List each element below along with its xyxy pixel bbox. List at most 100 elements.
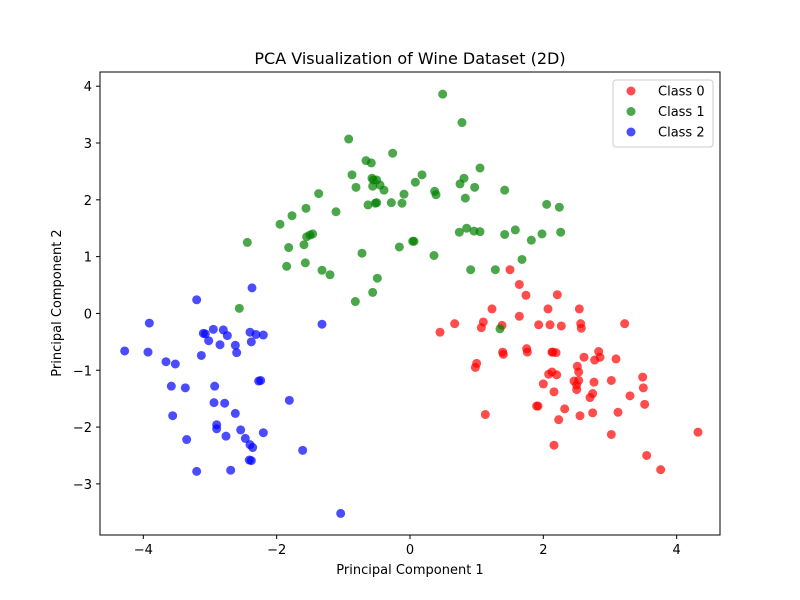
data-point-class-1	[394, 242, 404, 252]
data-point-class-0	[606, 429, 616, 439]
data-point-class-1	[500, 229, 510, 239]
data-point-class-0	[549, 440, 559, 450]
y-tick-label: 2	[84, 194, 92, 209]
data-point-class-0	[534, 320, 544, 330]
data-point-class-2	[210, 381, 220, 391]
data-point-class-1	[363, 200, 373, 210]
data-point-class-1	[510, 225, 520, 235]
data-point-class-2	[170, 359, 180, 369]
data-point-class-2	[317, 319, 327, 329]
data-point-class-2	[220, 398, 230, 408]
data-point-class-1	[417, 170, 427, 180]
data-point-class-0	[472, 358, 482, 368]
y-tick-label: 0	[84, 307, 92, 322]
data-point-class-1	[350, 297, 360, 307]
data-point-class-1	[495, 324, 505, 334]
data-point-class-1	[234, 303, 244, 313]
data-point-class-1	[357, 248, 367, 258]
data-point-class-0	[579, 352, 589, 362]
data-point-class-0	[574, 375, 584, 385]
data-point-class-1	[517, 254, 527, 264]
data-point-class-1	[301, 203, 311, 213]
legend: Class 0 Class 1 Class 2	[612, 79, 714, 148]
x-tick-label: −4	[134, 543, 153, 558]
data-point-class-0	[545, 320, 555, 330]
data-point-class-1	[379, 185, 389, 195]
data-point-class-2	[232, 348, 242, 358]
data-point-class-0	[543, 304, 553, 314]
data-point-class-0	[574, 367, 584, 377]
data-point-class-2	[209, 398, 219, 408]
data-point-class-1	[347, 170, 357, 180]
data-point-class-2	[208, 324, 218, 334]
data-point-class-2	[284, 395, 294, 405]
data-point-class-1	[344, 134, 354, 144]
data-point-class-0	[620, 319, 630, 329]
data-point-class-1	[438, 89, 448, 99]
data-point-class-2	[120, 346, 130, 356]
data-point-class-1	[466, 265, 476, 275]
legend-label-class-2: Class 2	[658, 126, 705, 141]
data-point-class-1	[331, 207, 341, 217]
data-point-class-0	[538, 379, 548, 389]
data-point-class-2	[256, 375, 266, 385]
data-point-class-1	[457, 118, 467, 128]
data-point-class-0	[514, 311, 524, 321]
legend-marker-class-2	[626, 127, 636, 137]
data-point-class-0	[450, 319, 460, 329]
data-point-class-1	[490, 265, 500, 275]
data-point-class-1	[325, 270, 335, 280]
data-point-class-1	[454, 227, 464, 237]
x-tick-label: −2	[267, 543, 286, 558]
data-point-class-2	[192, 466, 202, 476]
data-point-class-0	[487, 304, 497, 314]
data-points-layer	[120, 89, 703, 518]
data-point-class-1	[537, 229, 547, 239]
y-tick-label: −2	[73, 421, 92, 436]
data-point-class-1	[308, 229, 318, 239]
data-point-class-2	[258, 428, 268, 438]
y-tick-label: −3	[73, 478, 92, 493]
data-point-class-2	[161, 357, 171, 367]
data-point-class-2	[192, 295, 202, 305]
data-point-class-2	[196, 350, 206, 360]
data-point-class-0	[552, 370, 562, 380]
data-point-class-0	[575, 411, 585, 421]
data-point-class-1	[409, 236, 419, 246]
data-point-class-1	[554, 202, 564, 212]
data-point-class-1	[368, 287, 378, 297]
data-point-class-2	[248, 443, 258, 453]
data-point-class-2	[246, 456, 256, 466]
data-point-class-1	[366, 158, 376, 168]
data-point-class-0	[588, 408, 598, 418]
data-point-class-1	[372, 273, 382, 283]
data-point-class-1	[460, 193, 470, 203]
data-point-class-1	[314, 189, 324, 199]
data-point-class-0	[572, 385, 582, 395]
data-point-class-0	[551, 348, 561, 358]
x-tick-label: 2	[539, 543, 547, 558]
data-point-class-0	[638, 372, 648, 382]
data-point-class-0	[595, 352, 605, 362]
data-point-class-1	[462, 223, 472, 233]
data-point-class-0	[638, 383, 648, 393]
data-point-class-1	[317, 265, 327, 275]
data-point-class-2	[180, 383, 190, 393]
data-point-class-2	[230, 340, 240, 350]
x-axis: −4 −2 0 2 4	[134, 535, 681, 558]
data-point-class-2	[143, 347, 153, 357]
data-point-class-2	[204, 336, 214, 346]
legend-marker-class-0	[626, 86, 636, 96]
x-axis-label: Principal Component 1	[336, 563, 483, 578]
data-point-class-1	[475, 163, 485, 173]
legend-marker-class-1	[626, 107, 636, 116]
data-point-class-1	[284, 243, 294, 253]
data-point-class-1	[386, 198, 396, 208]
data-point-class-1	[300, 258, 310, 268]
data-point-class-1	[275, 219, 285, 229]
legend-box	[612, 79, 714, 148]
data-point-class-0	[505, 265, 515, 275]
data-point-class-0	[533, 401, 543, 411]
data-point-class-0	[556, 321, 566, 331]
